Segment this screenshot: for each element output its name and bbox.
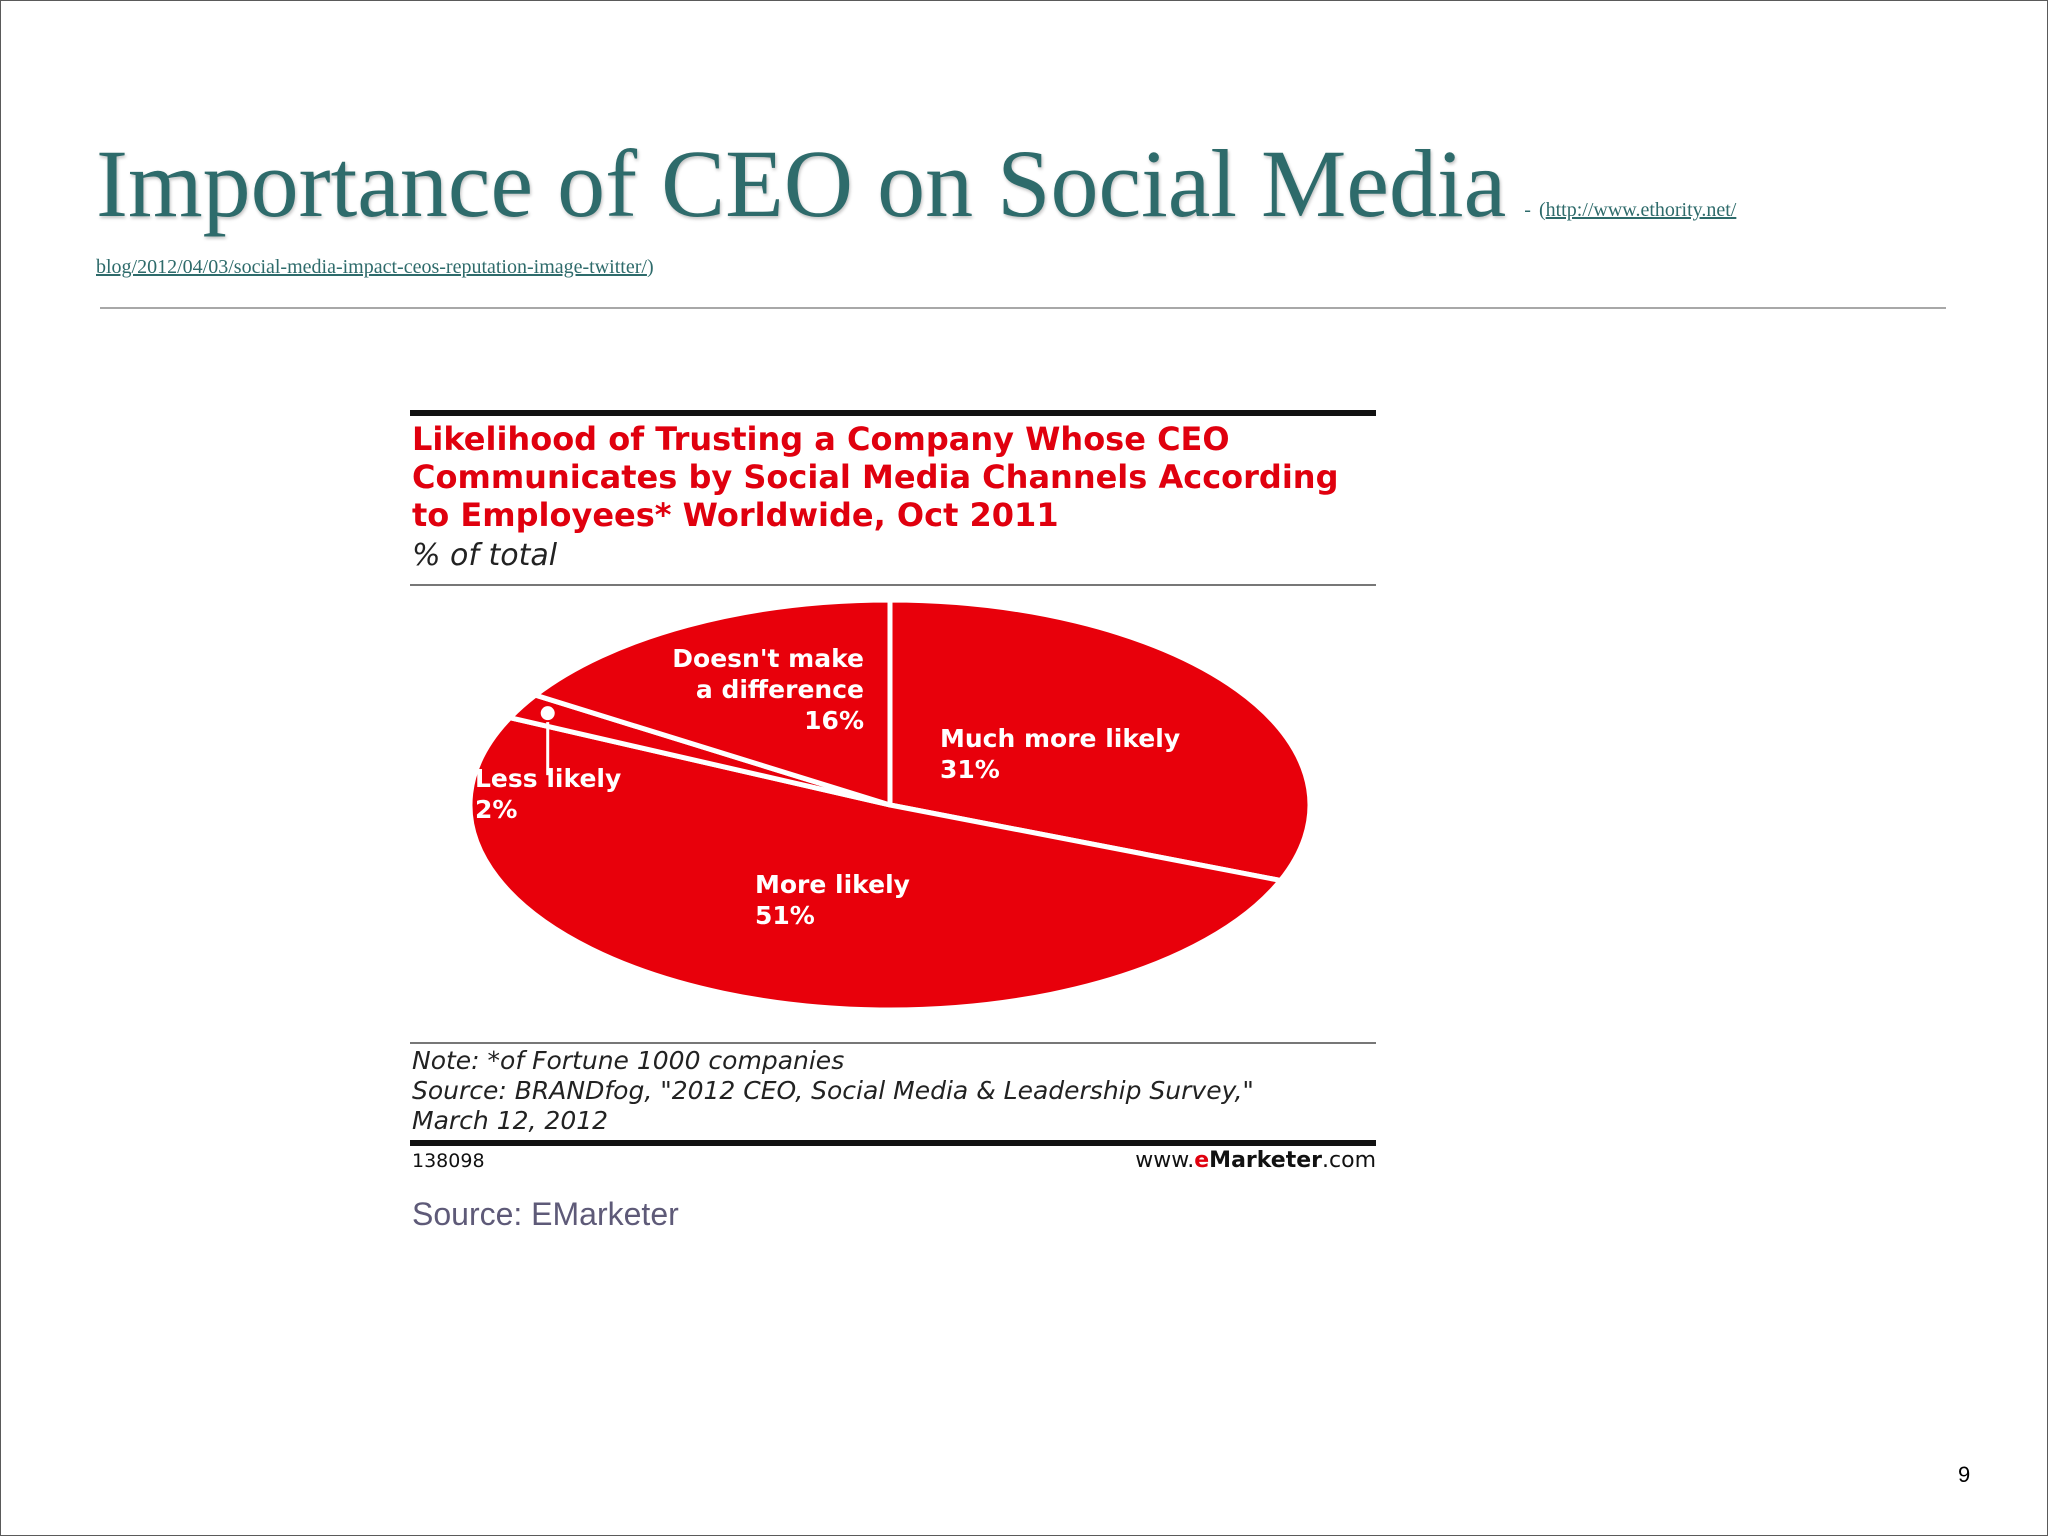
- chart-source-line2: March 12, 2012: [412, 1106, 609, 1135]
- link-dash: -: [1524, 199, 1531, 221]
- slice-value-much-more-likely: 31%: [940, 755, 1000, 784]
- slide-title-text: Importance of CEO on Social Media: [96, 130, 1507, 237]
- image-caption: Source: EMarketer: [412, 1196, 679, 1232]
- slice-value-more-likely: 51%: [755, 901, 815, 930]
- chart-image: Likelihood of Trusting a Company Whose C…: [410, 410, 1378, 1240]
- source-link-part2[interactable]: blog/2012/04/03/social-media-impact-ceos…: [96, 256, 647, 278]
- page-number: 9: [1958, 1462, 1971, 1487]
- chart-header-rule: [410, 584, 1376, 586]
- chart-subtitle: % of total: [412, 538, 558, 573]
- slide-title: Importance of CEO on Social Media - (http…: [96, 136, 1976, 232]
- title-divider: [100, 307, 1946, 309]
- slice-label-much-more-likely: Much more likely: [940, 724, 1180, 753]
- chart-id: 138098: [412, 1150, 485, 1172]
- chart-note: Note: *of Fortune 1000 companies: [412, 1046, 845, 1075]
- chart-notes: Note: *of Fortune 1000 companies Source:…: [412, 1046, 1254, 1136]
- brand-e: e: [1194, 1148, 1210, 1173]
- emarketer-brand: www.eMarketer.com: [1135, 1148, 1376, 1173]
- brand-suffix: .com: [1322, 1148, 1376, 1173]
- link-open-paren: (: [1538, 199, 1546, 221]
- chart-top-rule: [410, 410, 1376, 416]
- slice-value-doesn-t-make-a-difference: 16%: [804, 706, 864, 735]
- pie-slice-doesn-t-make-a-difference: [532, 600, 893, 808]
- less-likely-marker: [538, 704, 557, 723]
- pie-slice-much-more-likely: [887, 600, 1313, 883]
- pie-slice-more-likely: [467, 715, 1284, 1013]
- brand-name: Marketer: [1209, 1148, 1323, 1173]
- source-link-part1[interactable]: http://www.ethority.net/: [1545, 199, 1737, 221]
- link-close-paren: ): [646, 256, 654, 278]
- brand-prefix: www.: [1135, 1148, 1195, 1173]
- slice-value-less-likely: 2%: [475, 795, 517, 824]
- chart-footer-rule: [410, 1042, 1376, 1044]
- slice-label-more-likely: More likely: [755, 870, 910, 899]
- slice-label-doesn-t-make-a-difference: Doesn't make: [672, 644, 864, 673]
- source-link-line2: blog/2012/04/03/social-media-impact-ceos…: [96, 256, 654, 279]
- slice-label-doesn-t-make-a-difference: a difference: [696, 675, 864, 704]
- chart-source-line1: Source: BRANDfog, "2012 CEO, Social Medi…: [412, 1076, 1254, 1105]
- chart-bottom-rule: [410, 1140, 1376, 1146]
- chart-title: Likelihood of Trusting a Company Whose C…: [412, 420, 1339, 534]
